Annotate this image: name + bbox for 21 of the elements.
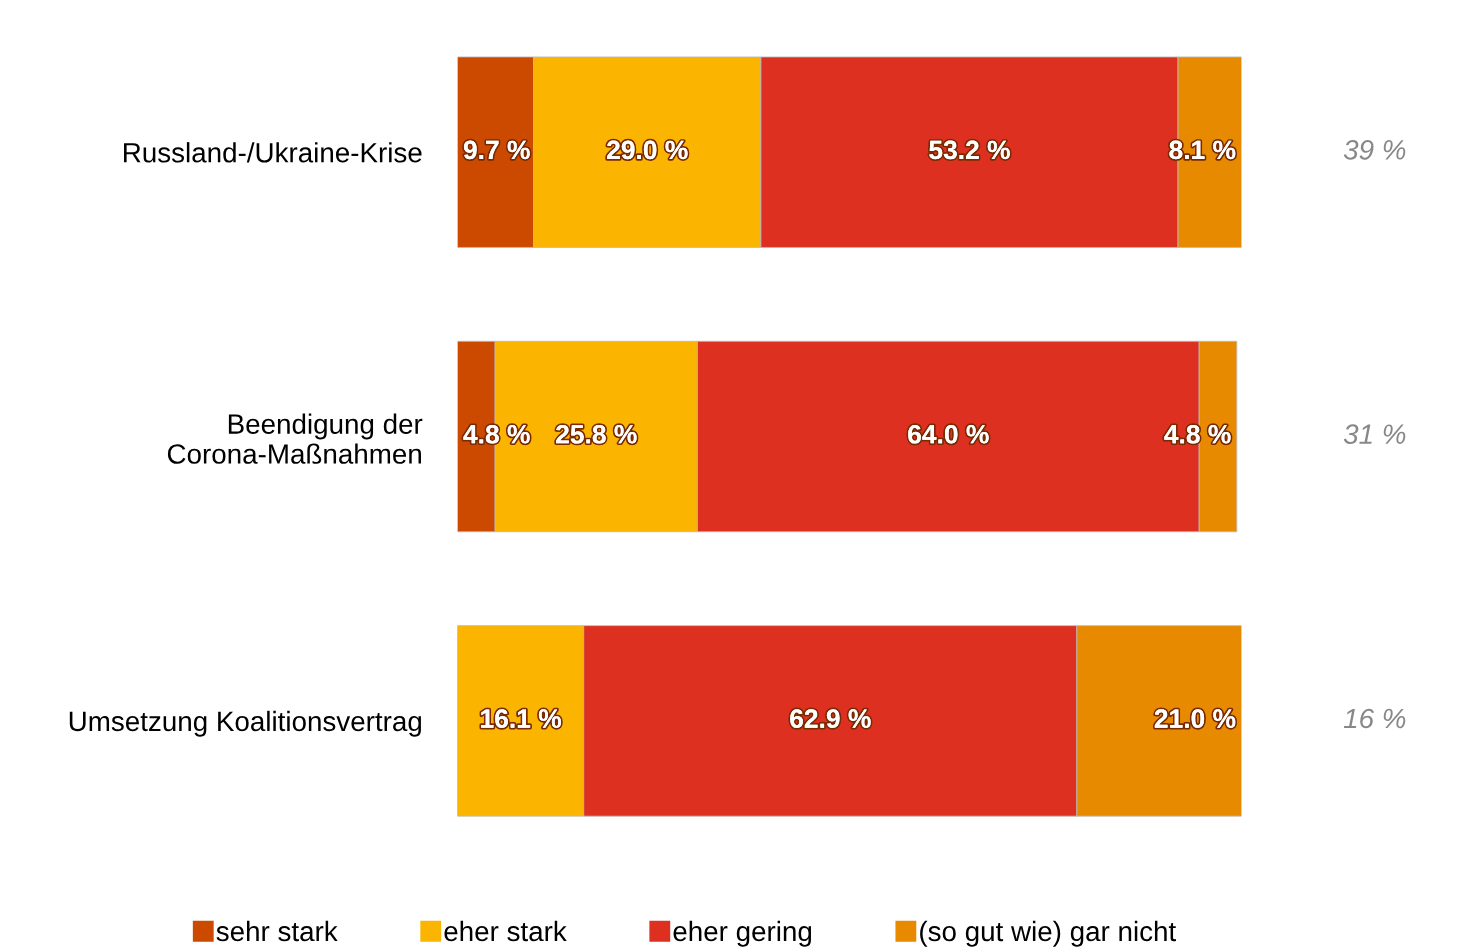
data-label: 64.0 %	[908, 424, 989, 444]
text: 16 %	[1343, 708, 1406, 729]
data-label: 21.0 %	[1154, 709, 1236, 728]
data-label: 8.1 %	[1169, 140, 1236, 160]
legend-label: eher gering	[673, 920, 812, 947]
y-tick-label: Umsetzung Koalitionsvertrag	[69, 710, 421, 737]
text: 39 %	[1343, 139, 1406, 160]
data-label: 4.8 %	[1164, 424, 1231, 444]
data-label: 9.7 %	[463, 140, 530, 160]
data-label: 4.8 %	[463, 424, 530, 444]
legend-label: eher stark	[444, 920, 567, 942]
data-label: 25.8 %	[556, 424, 637, 444]
data-label: 53.2 %	[929, 140, 1010, 160]
data-label: 62.9 %	[790, 709, 871, 728]
data-label: 29.0 %	[607, 140, 688, 160]
y-tick-label: Russland-/Ukraine-Krise	[124, 142, 422, 163]
data-label: 16.1 %	[481, 709, 561, 728]
legend-label: sehr stark	[216, 920, 338, 942]
text: 31 %	[1343, 424, 1406, 444]
legend-label: (so gut wie) gar nicht	[920, 920, 1176, 947]
y-tick-label: Beendigung der Corona-Maßnahmen	[167, 413, 423, 464]
